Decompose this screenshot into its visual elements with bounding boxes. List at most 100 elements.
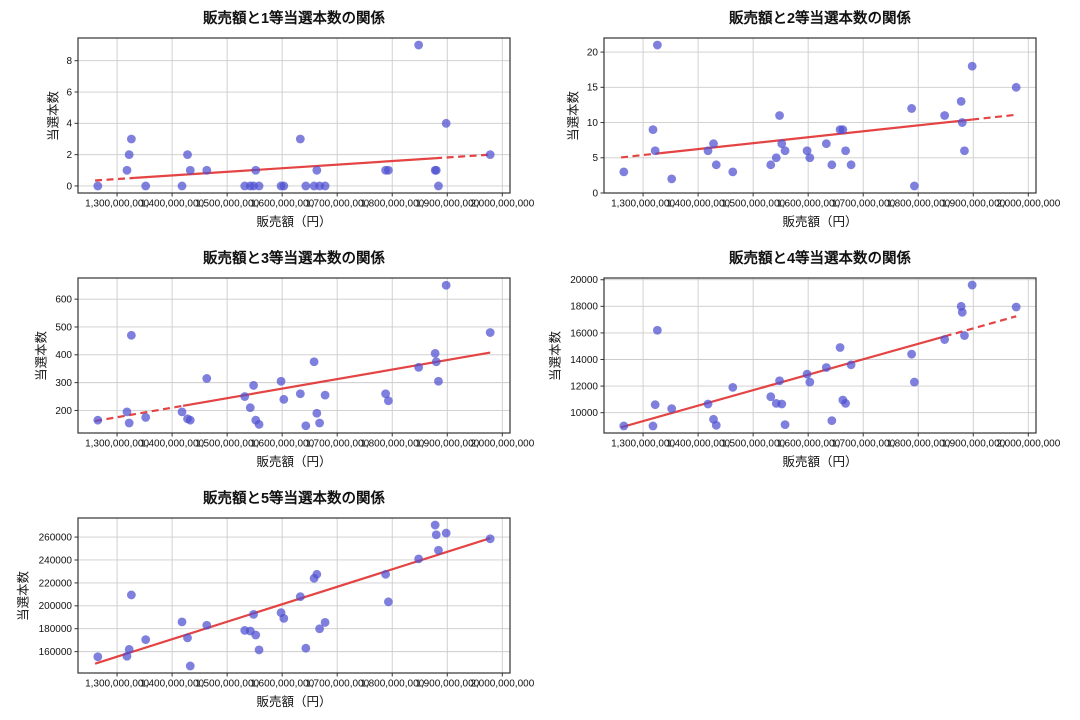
chart-title: 販売額と1等当選本数の関係 [202, 11, 386, 27]
tick-labels: 1,300,000,0001,400,000,0001,500,000,0001… [587, 47, 1061, 209]
svg-text:240000: 240000 [39, 555, 73, 566]
x-axis-label: 販売額（円） [256, 455, 332, 469]
svg-text:1,600,000,000: 1,600,000,000 [776, 199, 840, 210]
svg-text:18000: 18000 [570, 302, 598, 313]
subplot-prize-3: 1,300,000,000 1,400,000,000 1,500,000,000 1… [0, 240, 540, 480]
tick-labels: 1,300,000,0001,400,000,0001,500,000,0001… [66, 56, 534, 209]
x-axis-label: 販売額（円） [782, 455, 858, 469]
gridlines [78, 278, 510, 433]
svg-text:1,900,000,000: 1,900,000,000 [415, 439, 479, 450]
svg-text:1,500,000,000: 1,500,000,000 [195, 199, 259, 210]
svg-text:1,900,000,000: 1,900,000,000 [941, 199, 1005, 210]
svg-text:4: 4 [66, 119, 72, 130]
svg-text:2,000,000,000: 2,000,000,000 [996, 199, 1060, 210]
tick-labels: 1,300,000,0001,400,000,0001,500,000,0001… [570, 275, 1061, 449]
svg-text:1,800,000,000: 1,800,000,000 [360, 679, 424, 690]
svg-text:1,600,000,000: 1,600,000,000 [250, 199, 314, 210]
x-axis-label: 販売額（円） [256, 695, 332, 709]
y-axis-label: 当選本数 [548, 330, 563, 381]
scatter-points [619, 40, 1021, 191]
svg-text:1,300,000,000: 1,300,000,000 [611, 439, 675, 450]
svg-text:20: 20 [587, 47, 599, 58]
tick-marks [74, 536, 503, 677]
svg-text:300: 300 [55, 378, 72, 389]
svg-text:2,000,000,000: 2,000,000,000 [470, 439, 534, 450]
gridlines [78, 518, 510, 673]
axes-spines [77, 37, 511, 194]
svg-text:1,700,000,000: 1,700,000,000 [831, 439, 895, 450]
svg-text:1,300,000,000: 1,300,000,000 [611, 199, 675, 210]
svg-text:20000: 20000 [570, 275, 598, 286]
svg-text:6: 6 [66, 87, 72, 98]
y-axis-label: 当選本数 [566, 90, 581, 141]
y-axis-label: 当選本数 [34, 330, 49, 381]
svg-text:1,800,000,000: 1,800,000,000 [360, 439, 424, 450]
svg-text:1,600,000,000: 1,600,000,000 [250, 439, 314, 450]
scatter-points [619, 280, 1021, 431]
svg-text:1,600,000,000: 1,600,000,000 [776, 439, 840, 450]
x-axis-label: 販売額（円） [782, 215, 858, 229]
svg-text:1,300,000,000: 1,300,000,000 [85, 439, 149, 450]
axes-spines [603, 37, 1037, 194]
svg-text:14000: 14000 [570, 355, 598, 366]
svg-text:1,400,000,000: 1,400,000,000 [140, 679, 204, 690]
svg-text:1,500,000,000: 1,500,000,000 [721, 199, 785, 210]
scatter-points [93, 40, 495, 191]
svg-text:1,900,000,000: 1,900,000,000 [941, 439, 1005, 450]
tick-marks [74, 60, 503, 197]
svg-text:1,300,000,000: 1,300,000,000 [85, 199, 149, 210]
trend-line [94, 537, 491, 665]
gridlines [604, 38, 1036, 194]
subplot-prize-5: 1,300,000,000 1,400,000,000 1,500,000,000 1… [0, 480, 540, 720]
y-axis-label: 当選本数 [46, 90, 61, 141]
svg-text:1,500,000,000: 1,500,000,000 [195, 679, 259, 690]
plot-area-prize-4: 1,300,000,0001,400,000,0001,500,000,0001… [570, 275, 1061, 449]
plot-area-prize-1: 1,300,000,0001,400,000,0001,500,000,0001… [66, 37, 535, 210]
gridlines [78, 38, 510, 193]
svg-text:1,400,000,000: 1,400,000,000 [140, 439, 204, 450]
scatter-points [93, 280, 495, 431]
y-axis-label: 当選本数 [16, 570, 31, 621]
trend-line [620, 113, 1017, 159]
svg-text:1,900,000,000: 1,900,000,000 [415, 199, 479, 210]
svg-text:2: 2 [66, 150, 72, 161]
svg-text:160000: 160000 [39, 647, 73, 658]
svg-text:1,500,000,000: 1,500,000,000 [721, 439, 785, 450]
svg-text:1,900,000,000: 1,900,000,000 [415, 679, 479, 690]
chart-title: 販売額と2等当選本数の関係 [728, 11, 912, 27]
svg-text:16000: 16000 [570, 328, 598, 339]
svg-text:2,000,000,000: 2,000,000,000 [996, 439, 1060, 450]
svg-text:10000: 10000 [570, 408, 598, 419]
svg-text:2,000,000,000: 2,000,000,000 [470, 199, 534, 210]
subplot-prize-1: 1,300,000,000 1,400,000,000 1,500,000,000 1… [0, 0, 540, 240]
svg-text:1,500,000,000: 1,500,000,000 [195, 439, 259, 450]
svg-text:0: 0 [66, 181, 72, 192]
svg-text:1,400,000,000: 1,400,000,000 [666, 199, 730, 210]
chart-title: 販売額と5等当選本数の関係 [202, 491, 386, 507]
svg-text:1,400,000,000: 1,400,000,000 [140, 199, 204, 210]
svg-text:12000: 12000 [570, 381, 598, 392]
svg-text:1,700,000,000: 1,700,000,000 [305, 439, 369, 450]
svg-text:500: 500 [55, 322, 72, 333]
svg-text:1,300,000,000: 1,300,000,000 [85, 679, 149, 690]
axes-spines [77, 517, 511, 674]
svg-text:400: 400 [55, 350, 72, 361]
axes-spines [77, 277, 511, 434]
svg-text:220000: 220000 [39, 578, 73, 589]
svg-text:1,800,000,000: 1,800,000,000 [360, 199, 424, 210]
svg-text:1,700,000,000: 1,700,000,000 [831, 199, 895, 210]
x-axis-label: 販売額（円） [256, 215, 332, 229]
tick-marks [74, 298, 503, 437]
chart-title: 販売額と3等当選本数の関係 [202, 251, 386, 267]
chart-title: 販売額と4等当選本数の関係 [728, 251, 912, 267]
axes-spines [603, 277, 1037, 434]
tick-marks [600, 279, 1029, 437]
svg-text:200: 200 [55, 406, 72, 417]
subplot-prize-2: 1,300,000,000 1,400,000,000 1,500,000,000 1… [540, 0, 1080, 240]
svg-text:2,000,000,000: 2,000,000,000 [470, 679, 534, 690]
svg-text:8: 8 [66, 56, 72, 67]
subplot-prize-4: 1,300,000,000 1,400,000,000 1,500,000,000 1… [540, 240, 1080, 480]
svg-text:1,700,000,000: 1,700,000,000 [305, 679, 369, 690]
